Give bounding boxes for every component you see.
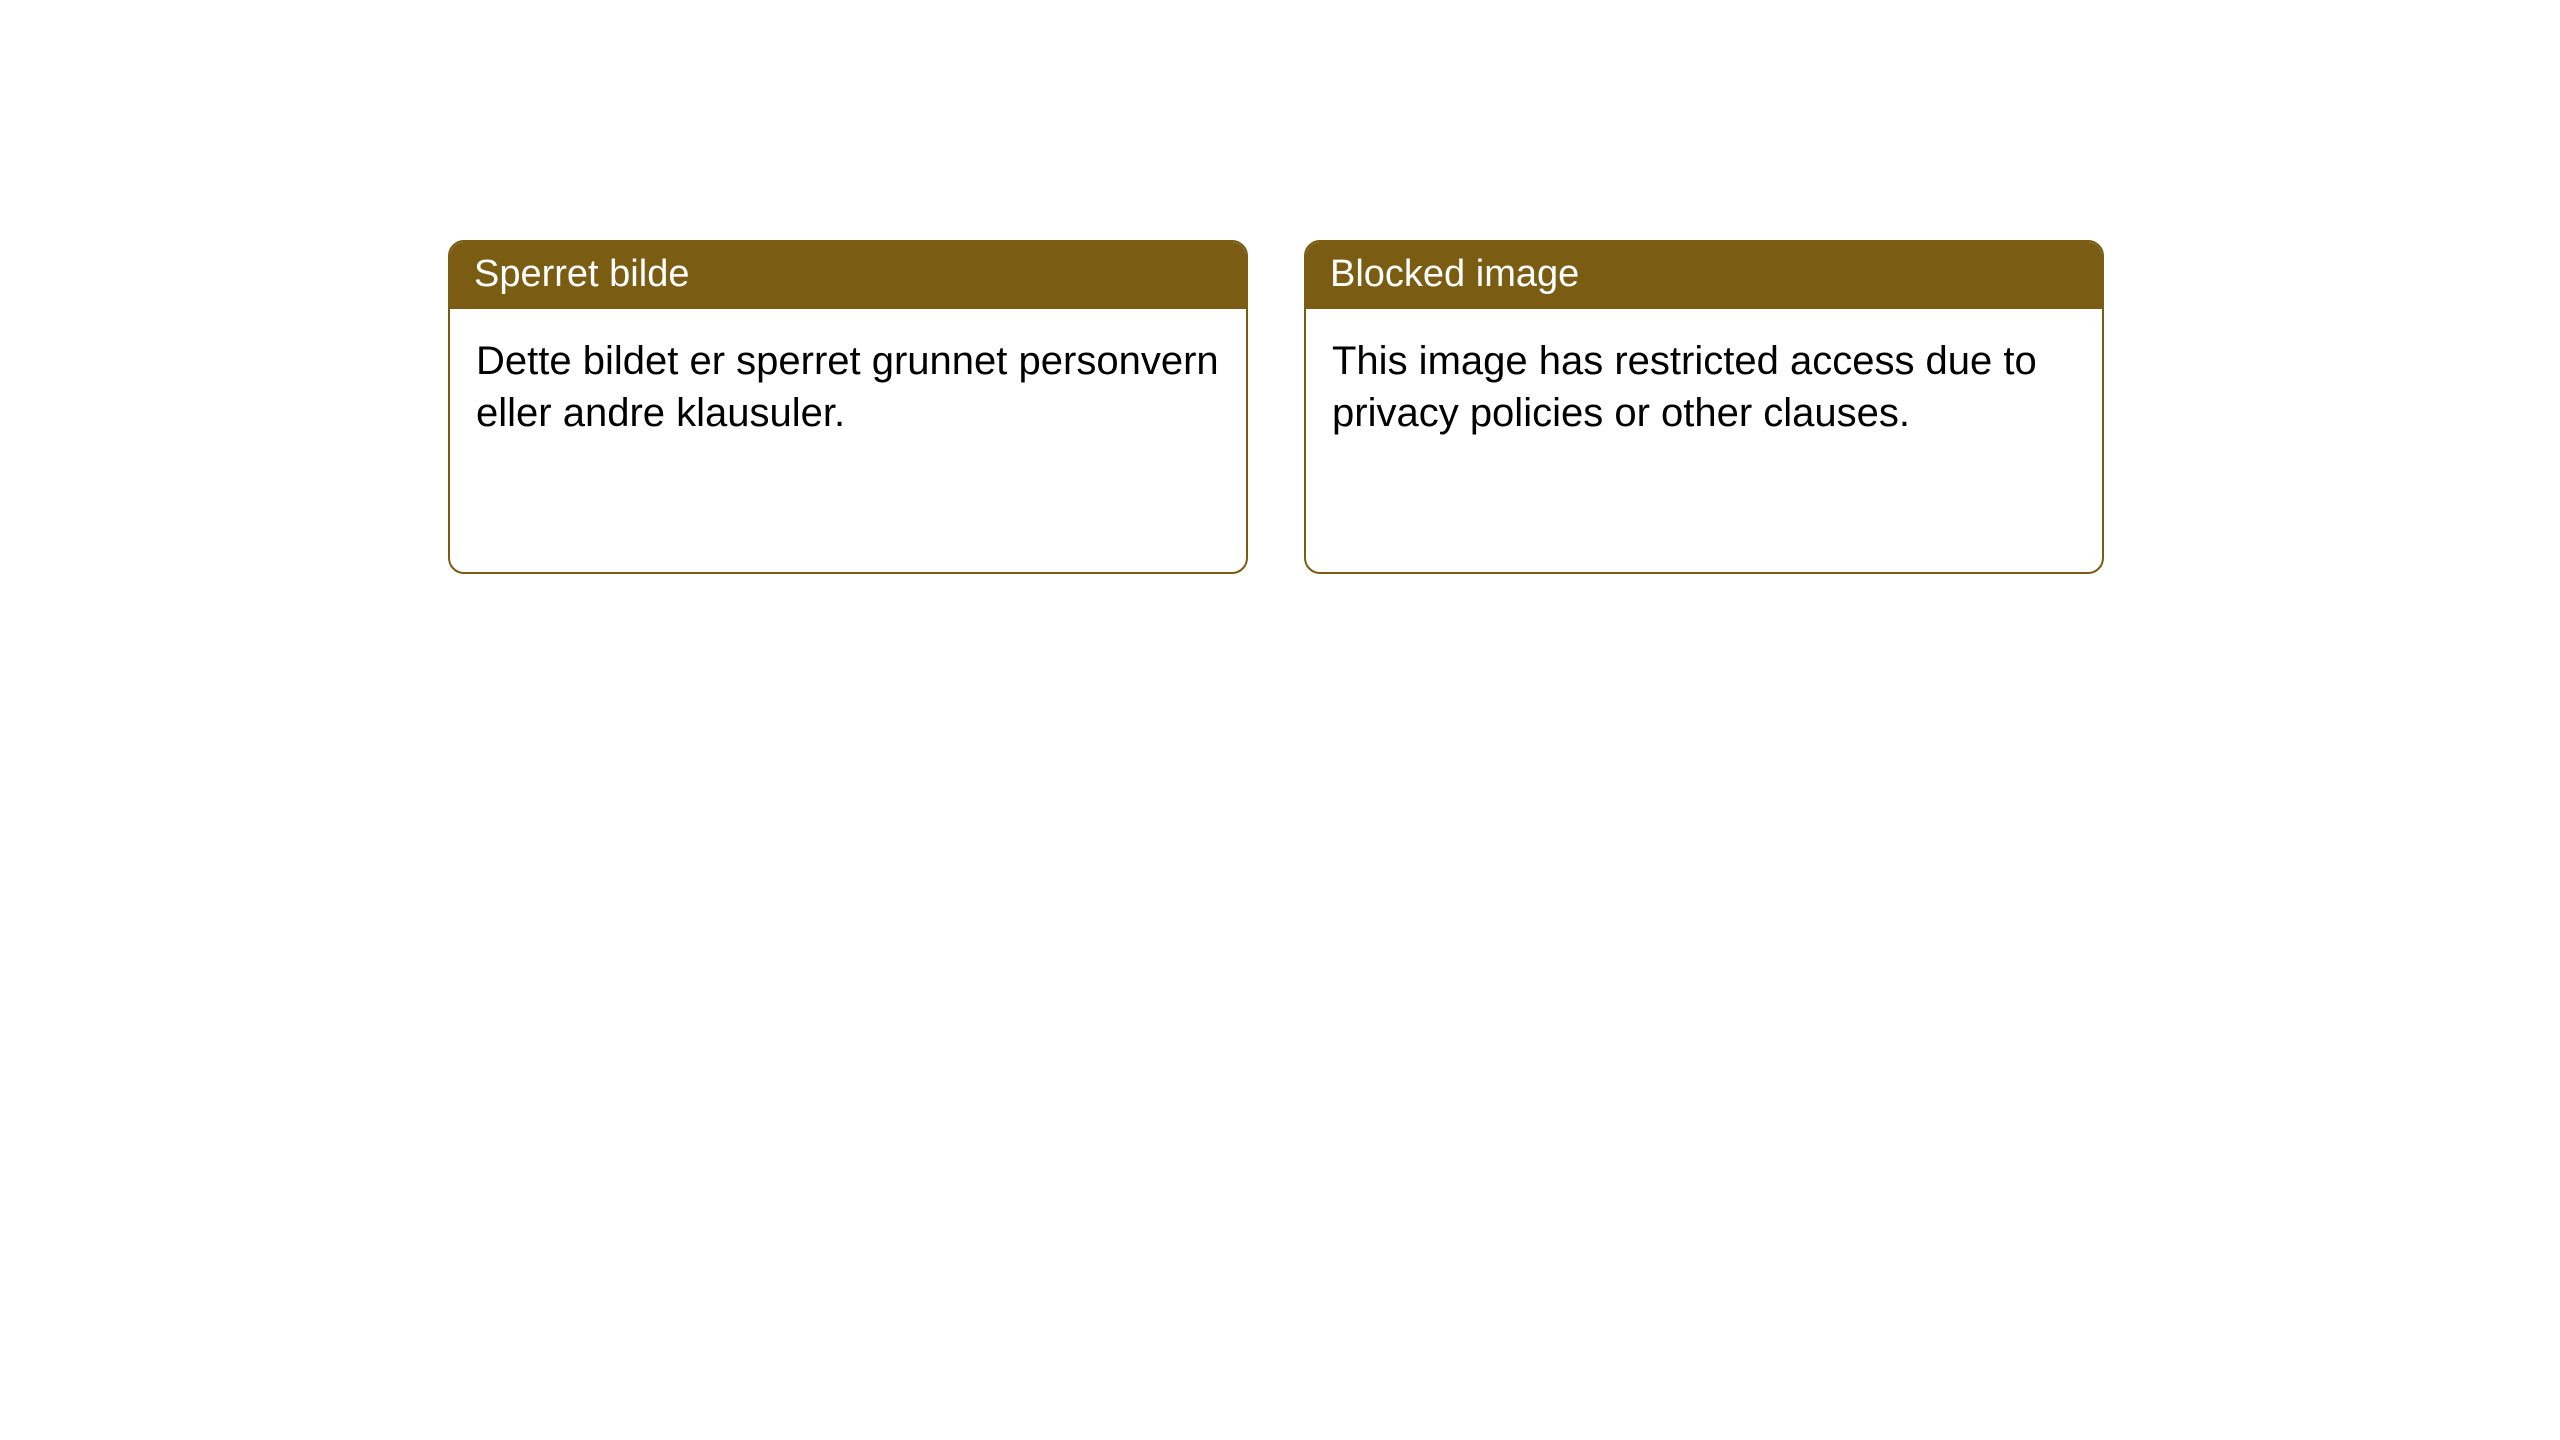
notice-header: Sperret bilde [450, 242, 1246, 309]
notice-box-norwegian: Sperret bilde Dette bildet er sperret gr… [448, 240, 1248, 574]
notice-body: This image has restricted access due to … [1306, 309, 2102, 465]
notice-box-english: Blocked image This image has restricted … [1304, 240, 2104, 574]
notice-body: Dette bildet er sperret grunnet personve… [450, 309, 1246, 465]
notice-container: Sperret bilde Dette bildet er sperret gr… [448, 240, 2104, 574]
notice-header: Blocked image [1306, 242, 2102, 309]
